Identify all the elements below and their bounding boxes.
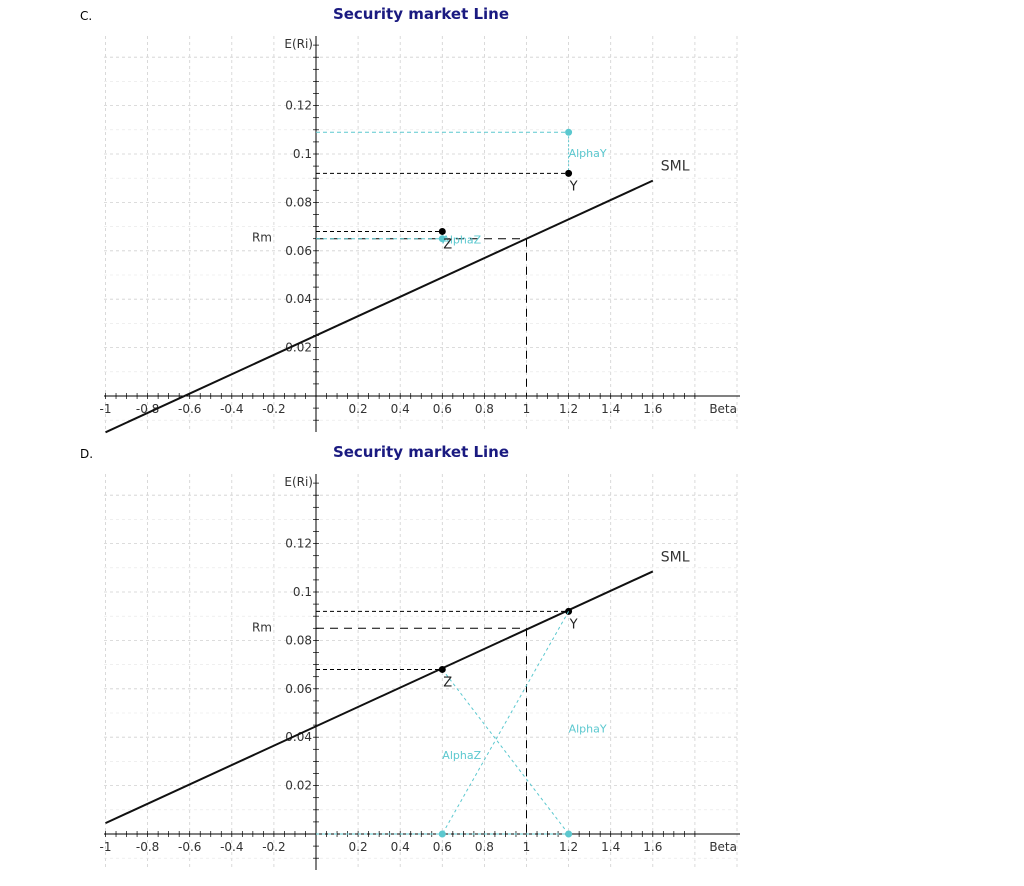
chart-title: Security market Line bbox=[333, 443, 509, 461]
x-tick-label: 0.4 bbox=[391, 402, 410, 416]
x-tick-label: 0.8 bbox=[475, 840, 494, 854]
x-tick-label: 1.2 bbox=[559, 402, 578, 416]
x-tick-label: 1.6 bbox=[643, 840, 662, 854]
chart-panel-d: Security market Line -1 -0.8 -0.6 -0.4 -0.2 0.… bbox=[100, 443, 740, 870]
point-y-label: Y bbox=[569, 617, 578, 632]
chart-panel-c: Security market Line -1 -0.8 -0.6 -0.4 -0.2 0.… bbox=[100, 5, 740, 434]
alpha-z-cross-line bbox=[441, 611, 570, 835]
point-y bbox=[565, 607, 573, 615]
y-axis-label: E(Ri) bbox=[284, 475, 313, 489]
x-tick-label: 0.2 bbox=[349, 402, 368, 416]
y-tick-label: 0.02 bbox=[285, 341, 312, 355]
y-tick-label: 0.1 bbox=[293, 147, 312, 161]
y-tick-label: 0.08 bbox=[285, 633, 312, 647]
x-tick-label: 0.8 bbox=[475, 402, 494, 416]
x-tick-label: -0.2 bbox=[262, 840, 285, 854]
point-z-label: Z bbox=[443, 675, 452, 690]
x-tick-label: 0.4 bbox=[391, 840, 410, 854]
chart-title: Security market Line bbox=[333, 5, 509, 23]
y-tick-label: 0.12 bbox=[285, 537, 312, 551]
x-tick-label: -0.8 bbox=[136, 840, 159, 854]
point-z-label: Z bbox=[443, 237, 452, 252]
alpha-y-label: AlphaY bbox=[569, 147, 607, 160]
x-tick-label: -0.4 bbox=[220, 840, 243, 854]
x-tick-label: -0.6 bbox=[178, 402, 201, 416]
point-y-label: Y bbox=[569, 179, 578, 194]
x-tick-label: -0.4 bbox=[220, 402, 243, 416]
x-axis-label: Beta bbox=[709, 840, 737, 854]
x-tick-label: -1 bbox=[100, 840, 112, 854]
rm-label: Rm bbox=[252, 231, 272, 245]
alpha-y-label: AlphaY bbox=[569, 722, 607, 735]
x-tick-label: -1 bbox=[100, 402, 112, 416]
alpha-y-cross-line bbox=[441, 669, 569, 835]
x-tick-label: 0.6 bbox=[433, 840, 452, 854]
x-tick-label: 1.4 bbox=[601, 840, 620, 854]
x-tick-label: 1 bbox=[523, 402, 531, 416]
point-z bbox=[438, 665, 446, 673]
y-tick-label: 0.04 bbox=[285, 292, 312, 306]
sml-line bbox=[105, 570, 654, 825]
y-axis-label: E(Ri) bbox=[284, 37, 313, 51]
y-tick-label: 0.04 bbox=[285, 730, 312, 744]
panel-label-d: D. bbox=[80, 447, 94, 461]
x-tick-label: -0.2 bbox=[262, 402, 285, 416]
y-tick-label: 0.12 bbox=[285, 99, 312, 113]
y-tick-label: 0.06 bbox=[285, 244, 312, 258]
x-tick-label: 0.6 bbox=[433, 402, 452, 416]
x-tick-label: 1.2 bbox=[559, 840, 578, 854]
panel-label-c: C. bbox=[80, 9, 93, 23]
point-z bbox=[438, 227, 446, 235]
alpha-z-point bbox=[438, 235, 446, 243]
x-tick-label: 1.4 bbox=[601, 402, 620, 416]
x-tick-label: 1 bbox=[523, 840, 531, 854]
alpha-y-point bbox=[565, 128, 573, 136]
rm-label: Rm bbox=[252, 620, 272, 634]
x-tick-label: 0.2 bbox=[349, 840, 368, 854]
y-tick-label: 0.1 bbox=[293, 585, 312, 599]
y-tick-label: 0.02 bbox=[285, 779, 312, 793]
alpha-z-label: AlphaZ bbox=[442, 749, 481, 762]
y-tick-label: 0.06 bbox=[285, 682, 312, 696]
x-tick-label: 1.6 bbox=[643, 402, 662, 416]
point-y bbox=[565, 169, 573, 177]
sml-label: SML bbox=[661, 549, 690, 565]
x-tick-label: -0.8 bbox=[136, 402, 159, 416]
sml-line bbox=[105, 179, 654, 434]
sml-label: SML bbox=[661, 159, 690, 175]
x-axis-label: Beta bbox=[709, 402, 737, 416]
alpha-z-label: AlphaZ bbox=[442, 234, 481, 247]
x-tick-label: -0.6 bbox=[178, 840, 201, 854]
y-tick-label: 0.08 bbox=[285, 195, 312, 209]
